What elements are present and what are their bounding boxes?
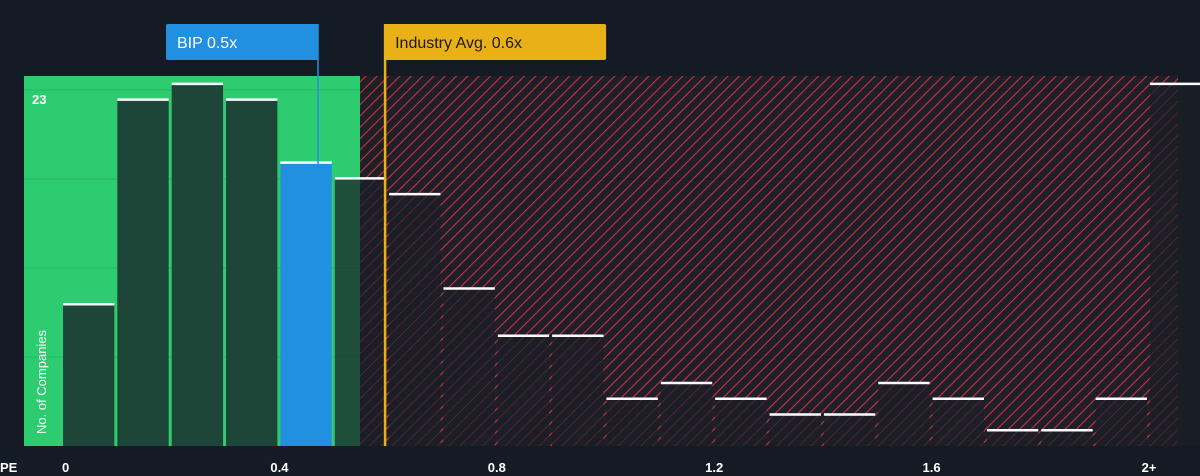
x-tick-label: 1.2 bbox=[705, 460, 723, 475]
x-tick-label: 0.4 bbox=[270, 460, 289, 475]
bar bbox=[1095, 397, 1147, 446]
bar bbox=[63, 303, 115, 446]
y-tick-label: 23 bbox=[32, 92, 46, 107]
bar bbox=[660, 381, 713, 446]
bar-body bbox=[715, 398, 767, 446]
bar bbox=[226, 98, 278, 447]
industry-avg-callout: Industry Avg. 0.6x bbox=[384, 24, 607, 60]
axis: 0 0.4 0.8 1.2 1.6 2+ bbox=[62, 460, 1157, 475]
bip-callout-label: BIP 0.5x bbox=[177, 35, 237, 52]
bar-body bbox=[497, 335, 550, 446]
bar-body bbox=[660, 383, 713, 446]
bar-body bbox=[389, 194, 441, 446]
bar-body bbox=[1150, 83, 1200, 446]
industry-avg-callout-label: Industry Avg. 0.6x bbox=[395, 35, 522, 52]
x-tick-label: 1.6 bbox=[923, 460, 941, 475]
bar bbox=[986, 429, 1039, 446]
bar bbox=[606, 397, 658, 446]
bar bbox=[823, 413, 876, 446]
bar-body bbox=[334, 178, 387, 446]
bar bbox=[443, 287, 495, 446]
bar-highlight-bip bbox=[280, 161, 332, 446]
x-axis-title: PE bbox=[0, 460, 18, 475]
bar-body bbox=[443, 288, 495, 446]
bar bbox=[389, 192, 441, 446]
bar bbox=[715, 397, 767, 446]
bar bbox=[334, 177, 387, 446]
x-tick-label: 0 bbox=[62, 460, 69, 475]
bar-body bbox=[226, 99, 278, 447]
bar bbox=[117, 98, 169, 447]
overvalued-zone-hatch bbox=[360, 76, 1178, 446]
bar-body bbox=[552, 335, 604, 446]
bar bbox=[878, 381, 930, 446]
bip-callout-box bbox=[166, 24, 318, 60]
industry-avg-callout-box bbox=[384, 24, 607, 60]
bar bbox=[1150, 82, 1200, 446]
bip-callout: BIP 0.5x bbox=[166, 24, 318, 60]
x-tick-label: 2+ bbox=[1142, 460, 1157, 475]
bar-body bbox=[171, 83, 224, 446]
bar-body bbox=[769, 414, 821, 446]
y-axis-title: No. of Companies bbox=[34, 329, 49, 434]
bar-body bbox=[878, 383, 930, 446]
bars bbox=[63, 82, 1200, 447]
bar-body bbox=[1095, 398, 1147, 446]
bar bbox=[552, 334, 604, 446]
bar bbox=[171, 82, 224, 446]
bar bbox=[769, 413, 821, 446]
bar-body bbox=[606, 398, 658, 446]
bar-body bbox=[1041, 430, 1093, 446]
bar-body bbox=[932, 398, 984, 446]
bar-body bbox=[63, 304, 115, 446]
bar-body bbox=[280, 162, 332, 446]
bar-body bbox=[986, 430, 1039, 446]
bar bbox=[497, 334, 550, 446]
bar bbox=[1041, 429, 1093, 446]
bar-body bbox=[117, 99, 169, 447]
x-tick-label: 0.8 bbox=[488, 460, 506, 475]
bar bbox=[932, 397, 984, 446]
bar-body bbox=[823, 414, 876, 446]
